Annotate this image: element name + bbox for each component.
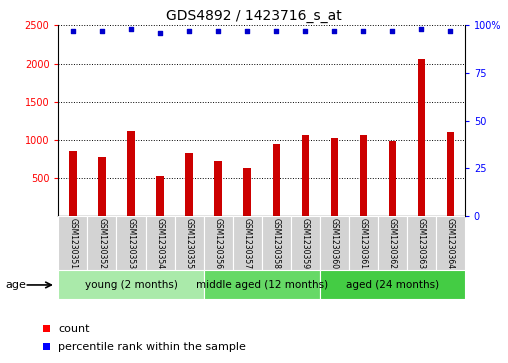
Point bbox=[272, 28, 280, 34]
Bar bbox=[145, 216, 175, 270]
Bar bbox=[69, 151, 77, 216]
Bar bbox=[243, 168, 251, 216]
Point bbox=[214, 28, 222, 34]
Text: GSM1230363: GSM1230363 bbox=[417, 218, 426, 269]
Point bbox=[69, 28, 77, 34]
Text: count: count bbox=[58, 323, 90, 334]
Text: GSM1230357: GSM1230357 bbox=[243, 218, 251, 269]
Bar bbox=[204, 270, 320, 299]
Point bbox=[417, 26, 425, 32]
Text: age: age bbox=[5, 280, 26, 290]
Text: GSM1230351: GSM1230351 bbox=[69, 218, 77, 269]
Text: GSM1230353: GSM1230353 bbox=[126, 218, 136, 269]
Bar bbox=[204, 216, 233, 270]
Point bbox=[359, 28, 367, 34]
Text: GSM1230359: GSM1230359 bbox=[301, 218, 310, 269]
Text: GSM1230358: GSM1230358 bbox=[272, 218, 280, 269]
Point bbox=[388, 28, 396, 34]
Bar bbox=[175, 216, 204, 270]
Text: percentile rank within the sample: percentile rank within the sample bbox=[58, 342, 246, 352]
Text: GSM1230356: GSM1230356 bbox=[213, 218, 223, 269]
Point bbox=[98, 28, 106, 34]
Text: young (2 months): young (2 months) bbox=[84, 280, 177, 290]
Text: GSM1230361: GSM1230361 bbox=[359, 218, 368, 269]
Bar bbox=[447, 132, 454, 216]
Text: GSM1230362: GSM1230362 bbox=[388, 218, 397, 269]
Text: GSM1230360: GSM1230360 bbox=[330, 218, 339, 269]
Bar bbox=[436, 216, 465, 270]
Bar bbox=[378, 216, 407, 270]
Bar bbox=[116, 216, 145, 270]
Bar bbox=[320, 216, 348, 270]
Bar bbox=[58, 270, 204, 299]
Bar bbox=[302, 135, 309, 216]
Point bbox=[330, 28, 338, 34]
Bar bbox=[87, 216, 116, 270]
Text: GDS4892 / 1423716_s_at: GDS4892 / 1423716_s_at bbox=[166, 9, 342, 23]
Bar bbox=[331, 138, 338, 216]
Text: GSM1230355: GSM1230355 bbox=[184, 218, 194, 269]
Point bbox=[185, 28, 193, 34]
Text: GSM1230364: GSM1230364 bbox=[446, 218, 455, 269]
Bar bbox=[58, 216, 87, 270]
Bar bbox=[262, 216, 291, 270]
Text: GSM1230352: GSM1230352 bbox=[98, 218, 107, 269]
Text: GSM1230354: GSM1230354 bbox=[155, 218, 165, 269]
Bar bbox=[407, 216, 436, 270]
Bar bbox=[360, 135, 367, 216]
Bar bbox=[99, 156, 106, 216]
Bar bbox=[348, 216, 378, 270]
Bar bbox=[389, 140, 396, 216]
Bar bbox=[272, 143, 280, 216]
Text: middle aged (12 months): middle aged (12 months) bbox=[196, 280, 328, 290]
Point bbox=[301, 28, 309, 34]
Bar bbox=[156, 176, 164, 216]
Point bbox=[156, 30, 164, 36]
Bar bbox=[185, 153, 193, 216]
Bar bbox=[233, 216, 262, 270]
Point bbox=[243, 28, 251, 34]
Text: aged (24 months): aged (24 months) bbox=[345, 280, 439, 290]
Point bbox=[446, 28, 454, 34]
Bar bbox=[214, 161, 221, 216]
Bar bbox=[418, 59, 425, 216]
Point bbox=[127, 26, 135, 32]
Bar bbox=[291, 216, 320, 270]
Bar bbox=[128, 131, 135, 216]
Bar bbox=[320, 270, 465, 299]
